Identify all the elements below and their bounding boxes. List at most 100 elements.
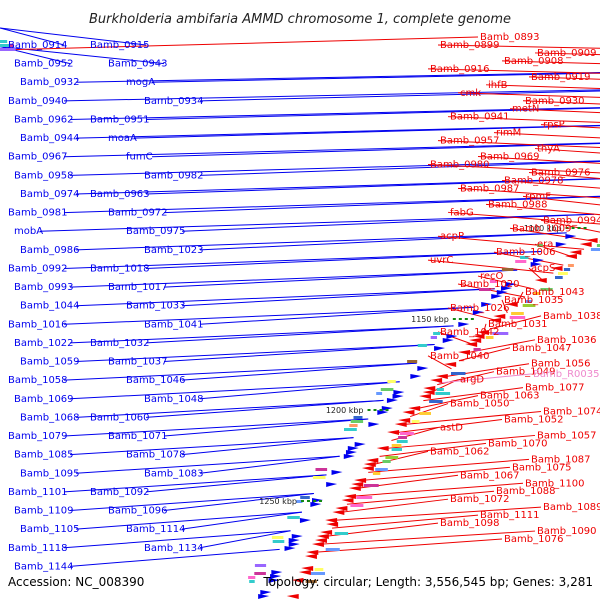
gene-label-bamb-0976[interactable]: Bamb_0976 (531, 167, 591, 178)
gene-label-bamb-0978[interactable]: Bamb_0978 (504, 175, 564, 186)
gene-label-bamb-1036[interactable]: Bamb_1036 (537, 335, 597, 346)
gene-label-uvrc[interactable]: uvrC (430, 255, 453, 266)
gene-label-cmk[interactable]: cmk (460, 88, 481, 99)
gene-label-bamb-1101[interactable]: Bamb_1101 (8, 487, 68, 498)
gene-label-bamb-1020[interactable]: Bamb_1020 (460, 279, 520, 290)
gene-label-bamb-1043[interactable]: Bamb_1043 (525, 287, 585, 298)
gene-label-reco[interactable]: recO (480, 271, 504, 282)
gene-label-bamb-0994[interactable]: Bamb_0994 (543, 215, 600, 226)
gene-label-bamb-0975[interactable]: Bamb_0975 (126, 226, 186, 237)
gene-label-bamb-0992[interactable]: Bamb_0992 (8, 263, 68, 274)
gene-label-bamb-r0035[interactable]: Bamb_R0035 (533, 369, 599, 380)
gene-label-bamb-1023[interactable]: Bamb_1023 (144, 245, 204, 256)
gene-label-bamb-0909[interactable]: Bamb_0909 (537, 48, 597, 59)
gene-label-bamb-0988[interactable]: Bamb_0988 (488, 199, 548, 210)
gene-label-bamb-1026[interactable]: Bamb_1026 (450, 303, 510, 314)
gene-label-bamb-1017[interactable]: Bamb_1017 (108, 282, 168, 293)
gene-label-bamb-0951[interactable]: Bamb_0951 (90, 114, 150, 125)
gene-label-bamb-1032[interactable]: Bamb_1032 (90, 338, 150, 349)
gene-label-bamb-1089[interactable]: Bamb_1089 (543, 502, 600, 513)
gene-label-era[interactable]: era (537, 239, 553, 250)
gene-label-bamb-1035[interactable]: Bamb_1035 (504, 295, 564, 306)
gene-label-bamb-1100[interactable]: Bamb_1100 (525, 478, 585, 489)
gene-label-bamb-1105[interactable]: Bamb_1105 (20, 524, 80, 535)
gene-label-thya[interactable]: thyA (537, 144, 560, 155)
gene-label-bamb-1075[interactable]: Bamb_1075 (512, 462, 572, 473)
gene-label-bamb-0899[interactable]: Bamb_0899 (440, 40, 500, 51)
gene-label-argd[interactable]: argD (460, 375, 484, 386)
gene-label-bamb-1040[interactable]: Bamb_1040 (430, 351, 490, 362)
gene-label-bamb-0963[interactable]: Bamb_0963 (90, 189, 150, 200)
gene-label-bamb-1022[interactable]: Bamb_1022 (14, 338, 74, 349)
gene-label-bamb-1046[interactable]: Bamb_1046 (126, 375, 186, 386)
gene-label-bamb-1072[interactable]: Bamb_1072 (450, 494, 510, 505)
gene-label-bamb-1077[interactable]: Bamb_1077 (525, 383, 585, 394)
gene-label-bamb-0914[interactable]: Bamb_0914 (8, 40, 68, 51)
gene-label-bamb-1059[interactable]: Bamb_1059 (20, 357, 80, 368)
gene-label-bamb-1079[interactable]: Bamb_1079 (8, 431, 68, 442)
gene-label-bamb-0972[interactable]: Bamb_0972 (108, 208, 168, 219)
gene-label-bamb-1083[interactable]: Bamb_1083 (144, 468, 204, 479)
gene-label-bamb-1074[interactable]: Bamb_1074 (543, 407, 600, 418)
gene-label-acpp[interactable]: acpP (440, 231, 464, 242)
gene-label-bamb-1033[interactable]: Bamb_1033 (126, 301, 186, 312)
gene-label-bamb-0919[interactable]: Bamb_0919 (531, 72, 591, 83)
gene-label-bamb-0957[interactable]: Bamb_0957 (440, 136, 500, 147)
gene-label-bamb-0980[interactable]: Bamb_0980 (430, 160, 490, 171)
gene-label-astd[interactable]: astD (440, 422, 463, 433)
gene-label-bamb-1062[interactable]: Bamb_1062 (430, 446, 490, 457)
gene-label-metn[interactable]: metN (512, 104, 539, 115)
gene-label-bamb-0974[interactable]: Bamb_0974 (20, 189, 80, 200)
gene-label-acps[interactable]: acpS (531, 263, 555, 274)
gene-label-bamb-1088[interactable]: Bamb_1088 (496, 486, 556, 497)
gene-label-bamb-1050[interactable]: Bamb_1050 (450, 399, 510, 410)
gene-label-bamb-1087[interactable]: Bamb_1087 (531, 454, 591, 465)
gene-label-bamb-0916[interactable]: Bamb_0916 (430, 64, 490, 75)
gene-label-bamb-0930[interactable]: Bamb_0930 (525, 96, 585, 107)
gene-label-bamb-0969[interactable]: Bamb_0969 (480, 152, 540, 163)
gene-label-bamb-1114[interactable]: Bamb_1114 (126, 524, 186, 535)
gene-label-bamb-1095[interactable]: Bamb_1095 (20, 468, 80, 479)
gene-label-bamb-1048[interactable]: Bamb_1048 (144, 394, 204, 405)
gene-label-bamb-0958[interactable]: Bamb_0958 (14, 170, 74, 181)
gene-label-bamb-0893[interactable]: Bamb_0893 (480, 32, 540, 43)
gene-label-bamb-1006[interactable]: Bamb_1006 (496, 247, 556, 258)
gene-label-bamb-1118[interactable]: Bamb_1118 (8, 543, 68, 554)
gene-label-bamb-1042[interactable]: Bamb_1042 (440, 327, 500, 338)
gene-label-bamb-0952[interactable]: Bamb_0952 (14, 59, 74, 70)
gene-label-rimm[interactable]: rimM (496, 128, 521, 139)
gene-label-moba[interactable]: mobA (14, 226, 43, 237)
gene-label-bamb-1090[interactable]: Bamb_1090 (537, 526, 597, 537)
gene-label-bamb-0982[interactable]: Bamb_0982 (144, 170, 204, 181)
gene-label-bamb-1031[interactable]: Bamb_1031 (488, 319, 548, 330)
gene-label-bamb-0986[interactable]: Bamb_0986 (20, 245, 80, 256)
gene-label-bamb-0987[interactable]: Bamb_0987 (460, 183, 520, 194)
gene-label-bamb-1056[interactable]: Bamb_1056 (531, 359, 591, 370)
gene-label-bamb-1096[interactable]: Bamb_1096 (108, 506, 168, 517)
gene-label-bamb-1078[interactable]: Bamb_1078 (126, 450, 186, 461)
gene-label-bamb-1109[interactable]: Bamb_1109 (14, 506, 74, 517)
gene-label-bamb-0934[interactable]: Bamb_0934 (144, 96, 204, 107)
gene-label-bamb-1085[interactable]: Bamb_1085 (14, 450, 74, 461)
gene-label-moaa[interactable]: moaA (108, 133, 137, 144)
gene-label-moga[interactable]: mogA (126, 77, 155, 88)
gene-label-bamb-1076[interactable]: Bamb_1076 (504, 534, 564, 545)
gene-label-fabg[interactable]: fabG (450, 207, 474, 218)
gene-label-bamb-1060[interactable]: Bamb_1060 (90, 412, 150, 423)
gene-label-bamb-1063[interactable]: Bamb_1063 (480, 391, 540, 402)
gene-label-bamb-1058[interactable]: Bamb_1058 (8, 375, 68, 386)
gene-label-bamb-1018[interactable]: Bamb_1018 (90, 263, 150, 274)
gene-label-bamb-1038[interactable]: Bamb_1038 (543, 311, 600, 322)
gene-label-fumc[interactable]: fumC (126, 152, 153, 163)
gene-label-rpsp[interactable]: rpsP (543, 120, 565, 131)
gene-label-bamb-1044[interactable]: Bamb_1044 (20, 301, 80, 312)
gene-label-bamb-1041[interactable]: Bamb_1041 (144, 319, 204, 330)
gene-label-bamb-0908[interactable]: Bamb_0908 (504, 56, 564, 67)
gene-label-bamb-1037[interactable]: Bamb_1037 (108, 357, 168, 368)
gene-label-bamb-1049[interactable]: Bamb_1049 (496, 367, 556, 378)
gene-label-bamb-1067[interactable]: Bamb_1067 (460, 470, 520, 481)
gene-label-bamb-1144[interactable]: Bamb_1144 (14, 561, 74, 572)
gene-label-bamb-0944[interactable]: Bamb_0944 (20, 133, 80, 144)
gene-label-bamb-0967[interactable]: Bamb_0967 (8, 152, 68, 163)
gene-label-bamb-1134[interactable]: Bamb_1134 (144, 543, 204, 554)
